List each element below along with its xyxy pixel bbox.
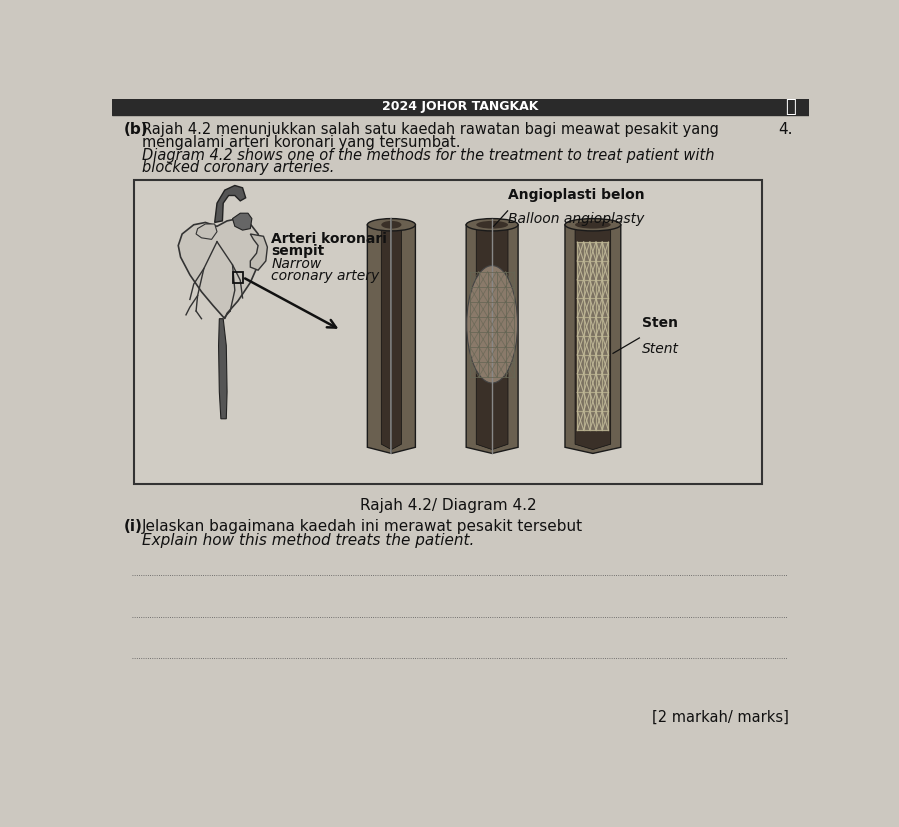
Polygon shape [368, 218, 415, 453]
Text: mengalami arteri koronari yang tersumbat.: mengalami arteri koronari yang tersumbat… [142, 136, 460, 151]
Polygon shape [196, 224, 217, 239]
Text: Balloon angioplasty: Balloon angioplasty [508, 213, 644, 227]
Polygon shape [467, 218, 518, 453]
Ellipse shape [575, 221, 610, 228]
Polygon shape [178, 218, 262, 318]
Polygon shape [218, 318, 227, 418]
Text: blocked coronary arteries.: blocked coronary arteries. [142, 160, 334, 175]
Text: (i): (i) [124, 519, 143, 534]
Text: sempit: sempit [271, 244, 325, 258]
Bar [112, 99, 809, 115]
Text: Diagram 4.2 shows one of the methods for the treatment to treat patient with: Diagram 4.2 shows one of the methods for… [142, 148, 715, 163]
Polygon shape [565, 218, 621, 453]
Text: coronary artery: coronary artery [271, 269, 379, 283]
Bar [577, 242, 609, 430]
Polygon shape [233, 213, 252, 230]
Polygon shape [575, 222, 610, 450]
Text: Arteri koronari: Arteri koronari [271, 232, 387, 246]
Ellipse shape [381, 221, 402, 228]
Ellipse shape [476, 221, 508, 228]
Ellipse shape [565, 218, 621, 231]
Text: ⦺: ⦺ [785, 98, 796, 116]
Polygon shape [250, 234, 267, 270]
Text: Sten: Sten [642, 316, 678, 330]
Text: (b): (b) [124, 122, 148, 137]
Polygon shape [215, 185, 245, 222]
Ellipse shape [467, 265, 518, 383]
Ellipse shape [467, 218, 518, 231]
Text: Stent: Stent [642, 342, 679, 356]
Text: Jelaskan bagaimana kaedah ini merawat pesakit tersebut: Jelaskan bagaimana kaedah ini merawat pe… [142, 519, 583, 534]
Bar [134, 180, 761, 485]
Text: Rajah 4.2 menunjukkan salah satu kaedah rawatan bagi meawat pesakit yang: Rajah 4.2 menunjukkan salah satu kaedah … [142, 122, 718, 137]
Text: 2024 JOHOR TANGKAK: 2024 JOHOR TANGKAK [382, 100, 539, 113]
Text: Rajah 4.2/ Diagram 4.2: Rajah 4.2/ Diagram 4.2 [360, 498, 537, 513]
Text: Narrow: Narrow [271, 257, 322, 271]
Polygon shape [381, 222, 402, 450]
Ellipse shape [368, 218, 415, 231]
Text: [2 markah/ marks]: [2 markah/ marks] [652, 710, 789, 724]
Polygon shape [476, 222, 508, 450]
Text: Angioplasti belon: Angioplasti belon [508, 188, 645, 202]
Text: 4.: 4. [779, 122, 793, 137]
Bar [233, 272, 243, 283]
Text: Explain how this method treats the patient.: Explain how this method treats the patie… [142, 533, 474, 547]
